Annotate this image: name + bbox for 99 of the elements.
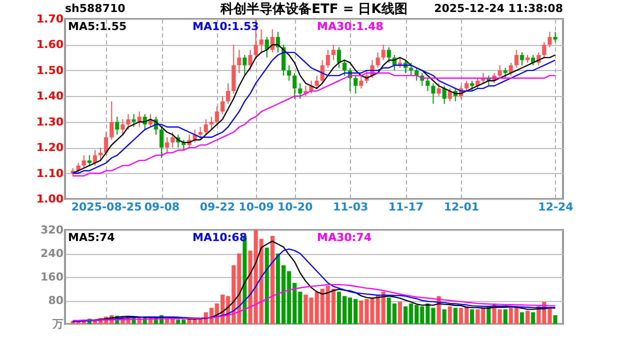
candlestick [414, 67, 419, 82]
annotation: MA30:1.48 [317, 20, 384, 33]
candlestick [331, 44, 336, 61]
candlestick [87, 154, 92, 166]
text: 2025-12-24 11:38:08 [434, 2, 563, 15]
candlestick [226, 82, 230, 104]
candlestick [342, 60, 346, 76]
candlestick [464, 80, 468, 92]
candlestick [381, 44, 386, 61]
bar [503, 309, 508, 324]
candlestick [514, 49, 518, 68]
candlestick [426, 78, 430, 92]
chart-title: 科创半导体设备ETF = 日K线图 [220, 2, 408, 17]
candlestick [292, 72, 297, 100]
candlestick [548, 31, 552, 48]
candlestick [287, 64, 292, 82]
candlestick [137, 111, 142, 128]
x-tick-label: 09-08 [144, 200, 180, 214]
candlestick [336, 46, 341, 68]
bar [498, 309, 502, 324]
candlestick [170, 132, 175, 148]
annotation: MA5:74 [68, 231, 116, 244]
candlestick [359, 75, 364, 89]
y-tick-label: 1.40 [36, 90, 64, 103]
text: sh588710 [65, 2, 126, 15]
y-tick-label: 1.10 [36, 166, 64, 180]
candlestick [120, 118, 125, 136]
candlestick [431, 82, 436, 104]
candlestick [126, 114, 130, 130]
candlestick [376, 52, 380, 68]
y-tick-label: 1.00 [36, 192, 64, 206]
x-tick-label: 09-22 [200, 200, 236, 214]
y-tick-label: 万 [52, 318, 64, 330]
candlestick [132, 114, 136, 128]
x-tick-label: 11-03 [332, 200, 368, 214]
bar [553, 315, 558, 324]
x-tick-label: 11-17 [388, 200, 424, 214]
line-series [72, 284, 556, 322]
x-tick-label: 12-01 [444, 200, 480, 214]
y-tick-label: 160 [40, 270, 64, 284]
x-tick-label: 2025-08-25 [71, 200, 142, 214]
candlestick [237, 49, 242, 74]
bar [531, 312, 536, 324]
candlestick [503, 67, 508, 79]
candlestick [104, 132, 108, 156]
y-tick-label: 320 [40, 224, 64, 236]
y-tick-label: 1.70 [36, 12, 64, 26]
candlestick [115, 116, 120, 136]
candlestick [220, 96, 224, 115]
candlestick [110, 100, 114, 140]
candlestick [476, 78, 480, 89]
y-tick-label: 1.30 [36, 115, 64, 128]
candlestick [160, 126, 164, 158]
candlestick [248, 49, 252, 71]
candlestick [520, 52, 524, 66]
x-tick-label: 12-24 [538, 200, 574, 214]
candlestick [209, 116, 214, 130]
candlestick [259, 28, 264, 53]
candlestick [542, 42, 546, 58]
candlestick [264, 36, 269, 58]
bar [526, 310, 530, 324]
candlestick [82, 154, 86, 169]
candlestick [314, 75, 319, 89]
candlestick [98, 147, 102, 161]
candlestick [386, 46, 391, 64]
candlestick [242, 54, 247, 76]
candlestick [198, 126, 202, 140]
y-tick-label: 240 [40, 247, 64, 260]
bar [398, 302, 402, 324]
candlestick [553, 31, 558, 43]
candlestick [204, 118, 208, 136]
annotation: MA30:74 [317, 231, 372, 244]
bar [470, 309, 474, 324]
bar [270, 236, 274, 324]
candlestick [436, 82, 441, 97]
y-tick-label: 1.20 [36, 141, 64, 154]
bar [442, 309, 446, 324]
bar [520, 312, 524, 324]
candlestick [298, 82, 302, 100]
bar [486, 306, 491, 324]
bar [448, 306, 452, 324]
bar [453, 308, 458, 324]
x-tick-label: 10-09 [238, 200, 274, 214]
candlestick [498, 64, 502, 79]
candlestick [409, 62, 414, 76]
bar [248, 250, 252, 324]
candlestick [354, 75, 358, 94]
annotation: MA5:1.55 [68, 20, 127, 33]
candlestick [442, 85, 446, 104]
y-tick-label: 1.60 [36, 38, 64, 52]
candlestick [214, 106, 219, 125]
bar [264, 248, 269, 324]
candlestick [326, 49, 330, 68]
candlestick [165, 136, 170, 154]
y-tick-label: 80 [48, 294, 64, 307]
candlestick [470, 80, 474, 92]
y-tick-label: 1.50 [36, 64, 64, 77]
annotation: MA10:68 [192, 231, 247, 244]
x-tick-label: 10-20 [277, 200, 314, 214]
